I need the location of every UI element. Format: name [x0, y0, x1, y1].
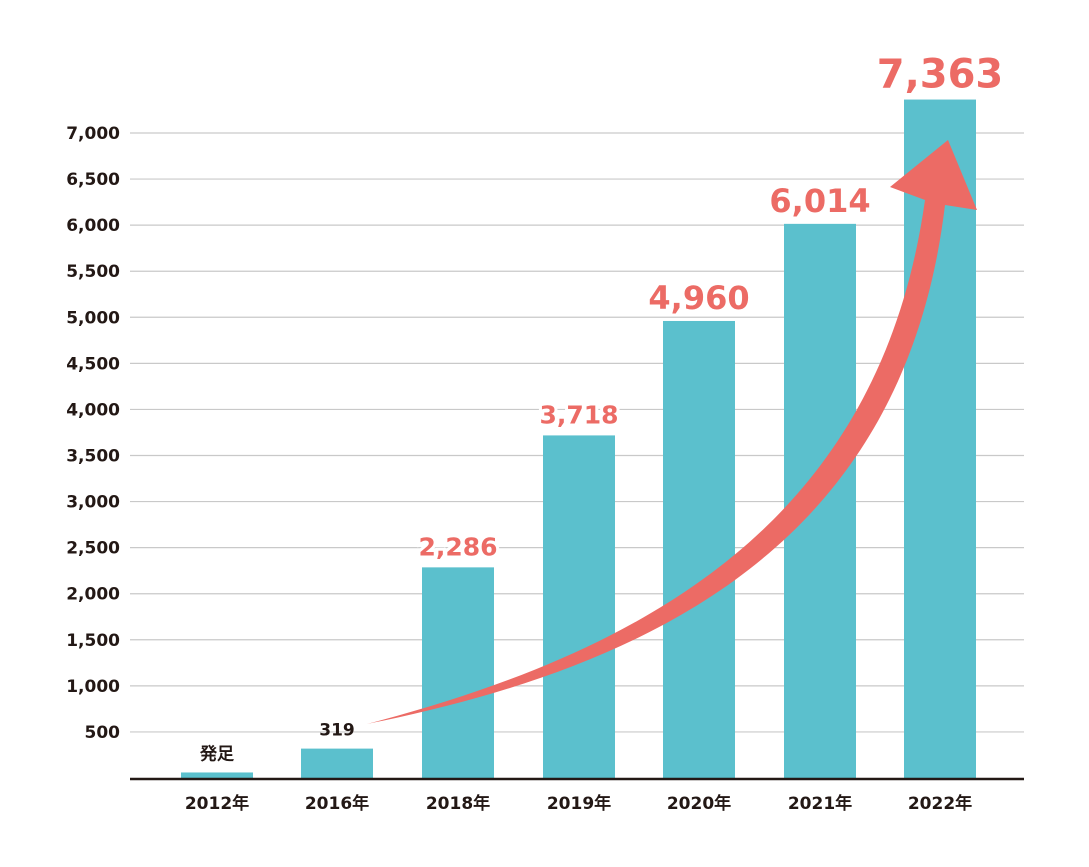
y-tick-label: 2,000	[66, 585, 120, 605]
x-tick-label: 2012年	[185, 793, 249, 814]
x-tick-label: 2016年	[305, 793, 369, 814]
y-tick-label: 1,000	[66, 677, 120, 697]
data-label: 319	[319, 721, 355, 741]
x-tick-label: 2022年	[908, 793, 972, 814]
y-tick-label: 5,500	[66, 262, 120, 282]
data-label: 4,960	[648, 279, 749, 317]
y-tick-label: 6,000	[66, 216, 120, 236]
trend-arrow-shape	[367, 140, 977, 724]
y-axis-ticks: 500 1,000 1,500 2,000 2,500 3,000 3,500 4,000 4,…	[66, 124, 120, 743]
x-tick-label: 2018年	[426, 793, 490, 814]
y-tick-label: 6,500	[66, 170, 120, 190]
data-label: 3,718	[539, 400, 618, 429]
x-tick-label: 2020年	[667, 793, 731, 814]
data-label: 7,363	[877, 52, 1004, 98]
y-tick-label: 1,500	[66, 631, 120, 651]
x-tick-label: 2019年	[547, 793, 611, 814]
x-tick-label: 2021年	[788, 793, 852, 814]
y-tick-label: 4,000	[66, 400, 120, 420]
y-tick-label: 5,000	[66, 308, 120, 328]
growth-trend-arrow	[367, 140, 977, 724]
bar-2016年	[301, 748, 373, 778]
y-tick-label: 4,500	[66, 354, 120, 374]
x-axis-ticks: 2012年 2016年 2018年 2019年 2020年 2021年 2022年	[185, 793, 972, 814]
y-tick-label: 500	[85, 723, 121, 743]
y-tick-label: 2,500	[66, 539, 120, 559]
bar-2012年	[181, 772, 253, 778]
data-label: 発足	[199, 743, 234, 764]
bar-2019年	[543, 435, 615, 778]
y-tick-label: 7,000	[66, 124, 120, 144]
y-tick-label: 3,500	[66, 447, 120, 467]
bar-2020年	[663, 320, 735, 778]
data-labels: 発足 319 2,286 3,718 4,960 6,014 7,363	[199, 49, 1006, 765]
y-tick-label: 3,000	[66, 493, 120, 513]
data-label: 6,014	[769, 182, 870, 220]
bar-2018年	[422, 567, 494, 778]
data-label: 2,286	[418, 532, 497, 561]
